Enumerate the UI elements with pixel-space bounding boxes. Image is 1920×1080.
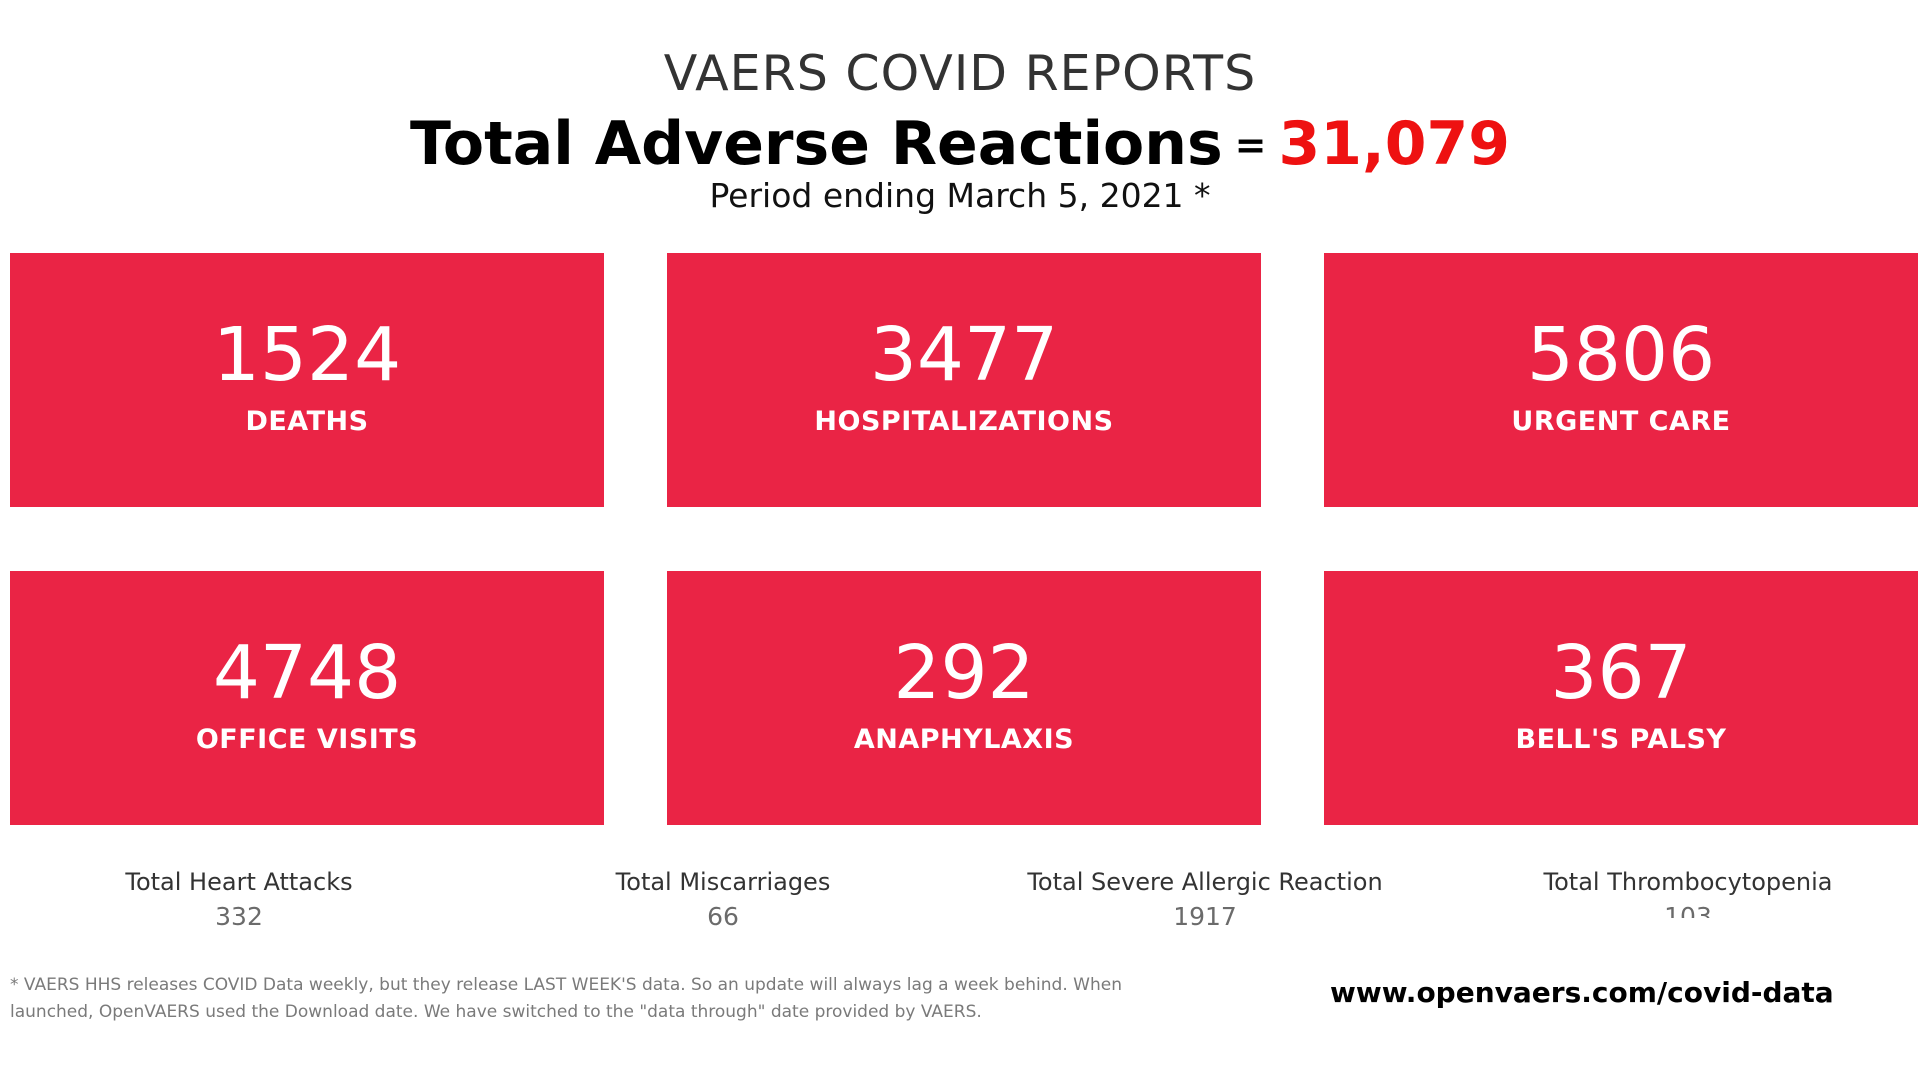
total-value: 31,079	[1278, 109, 1511, 179]
card-hospitalizations: 3477 HOSPITALIZATIONS	[667, 253, 1261, 507]
stat-severe-allergic-reaction: Total Severe Allergic Reaction 1917	[975, 866, 1435, 934]
card-label: ANAPHYLAXIS	[853, 724, 1075, 755]
stat-thrombocytopenia: Total Thrombocytopenia 103	[1458, 866, 1918, 918]
card-value: 3477	[869, 312, 1059, 398]
card-urgent-care: 5806 URGENT CARE	[1324, 253, 1918, 507]
card-value: 292	[893, 630, 1035, 716]
report-title: VAERS COVID REPORTS	[663, 45, 1257, 102]
stat-miscarriages: Total Miscarriages 66	[493, 866, 953, 934]
card-anaphylaxis: 292 ANAPHYLAXIS	[667, 571, 1261, 825]
card-bells-palsy: 367 BELL'S PALSY	[1324, 571, 1918, 825]
stat-value: 332	[215, 902, 263, 931]
stat-value: 1917	[1173, 902, 1237, 931]
total-adverse-reactions: Total Adverse Reactions = 31,079	[0, 108, 1920, 181]
card-value: 367	[1550, 630, 1692, 716]
stat-value: 103	[1664, 902, 1712, 918]
period-ending: Period ending March 5, 2021 *	[709, 176, 1211, 215]
stat-label: Total Severe Allergic Reaction	[1027, 868, 1383, 896]
card-value: 4748	[212, 630, 402, 716]
stat-label: Total Heart Attacks	[125, 868, 353, 896]
card-deaths: 1524 DEATHS	[10, 253, 604, 507]
card-value: 1524	[212, 312, 402, 398]
card-label: BELL'S PALSY	[1515, 724, 1727, 755]
stat-label: Total Miscarriages	[615, 868, 831, 896]
total-label: Total Adverse Reactions	[409, 109, 1223, 179]
stat-label: Total Thrombocytopenia	[1543, 868, 1833, 896]
card-label: URGENT CARE	[1511, 406, 1731, 437]
equals-sign: =	[1234, 123, 1267, 167]
card-value: 5806	[1526, 312, 1716, 398]
card-label: DEATHS	[245, 406, 369, 437]
stat-value: 66	[707, 902, 739, 931]
card-label: OFFICE VISITS	[195, 724, 419, 755]
footnote: * VAERS HHS releases COVID Data weekly, …	[10, 975, 1122, 1022]
card-label: HOSPITALIZATIONS	[814, 406, 1114, 437]
site-url: www.openvaers.com/covid-data	[1330, 976, 1834, 1009]
card-office-visits: 4748 OFFICE VISITS	[10, 571, 604, 825]
stat-heart-attacks: Total Heart Attacks 332	[9, 866, 469, 934]
